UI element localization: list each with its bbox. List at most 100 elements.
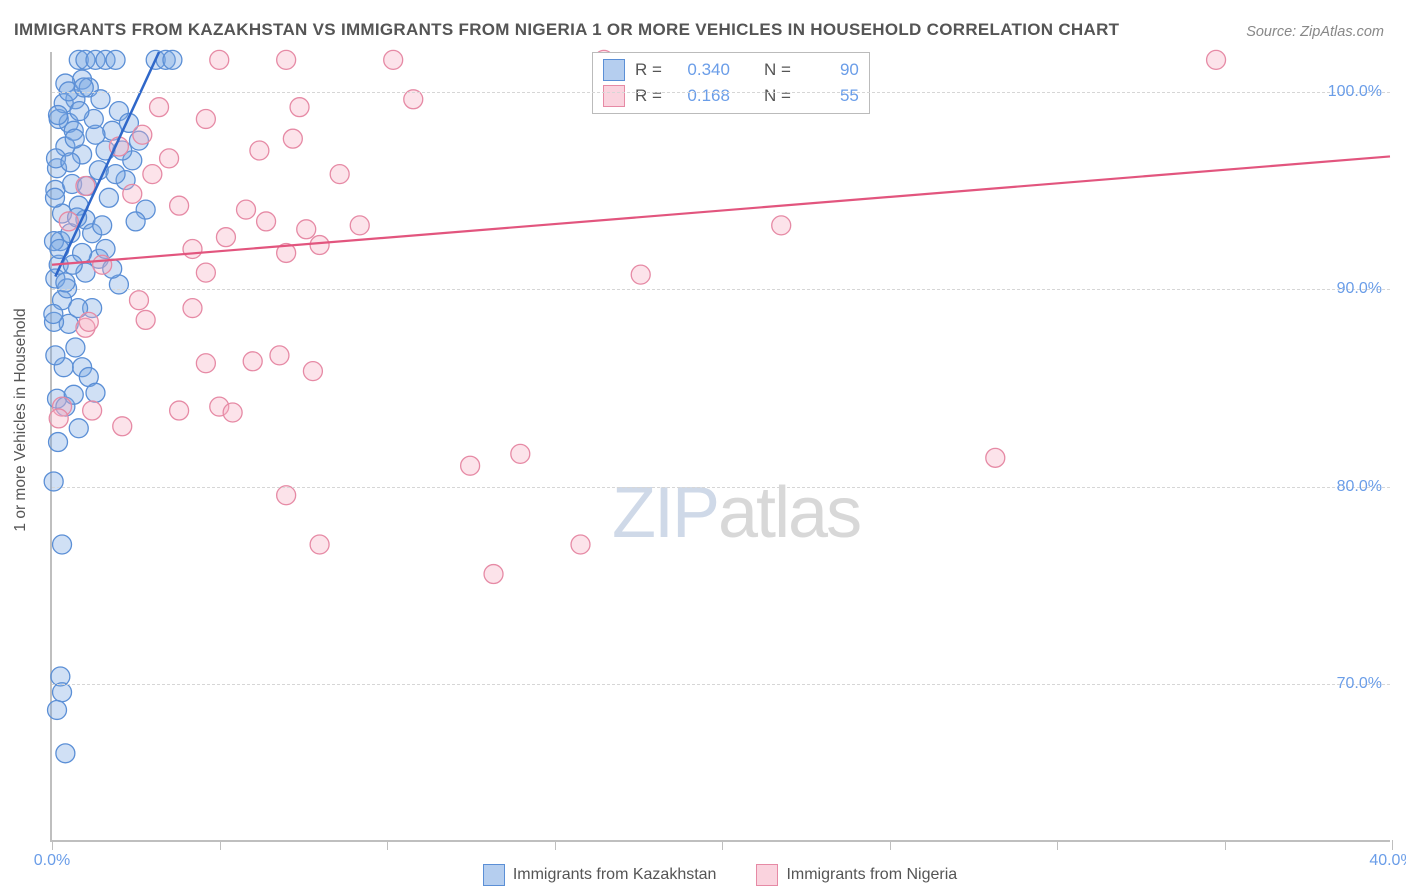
data-point [511, 444, 530, 463]
legend-label-nigeria: Immigrants from Nigeria [786, 866, 957, 884]
data-point [297, 220, 316, 239]
data-point [303, 362, 322, 381]
data-point [330, 165, 349, 184]
data-point [150, 98, 169, 117]
data-point [986, 448, 1005, 467]
legend-swatch-pink-icon [756, 864, 778, 886]
data-point [310, 535, 329, 554]
chart-title: IMMIGRANTS FROM KAZAKHSTAN VS IMMIGRANTS… [14, 20, 1119, 40]
x-tick [1225, 840, 1226, 850]
data-point [143, 165, 162, 184]
data-point [1207, 50, 1226, 69]
n-value-nigeria: 55 [801, 86, 859, 106]
data-point [126, 212, 145, 231]
data-point [310, 236, 329, 255]
swatch-kazakhstan-icon [603, 59, 625, 81]
data-point [69, 419, 88, 438]
gridline [52, 289, 1390, 290]
y-axis-title: 1 or more Vehicles in Household [12, 308, 30, 531]
data-point [290, 98, 309, 117]
r-value-kazakhstan: 0.340 [672, 60, 730, 80]
data-point [106, 50, 125, 69]
x-tick [722, 840, 723, 850]
data-point [277, 486, 296, 505]
data-point [93, 255, 112, 274]
data-point [49, 409, 68, 428]
data-point [170, 401, 189, 420]
plot-svg [52, 52, 1390, 840]
data-point [133, 125, 152, 144]
data-point [183, 240, 202, 259]
data-point [404, 90, 423, 109]
scatter-plot: ZIPatlas R = 0.340 N = 90 R = 0.168 N = … [50, 52, 1390, 842]
data-point [350, 216, 369, 235]
data-point [79, 312, 98, 331]
data-point [183, 299, 202, 318]
data-point [257, 212, 276, 231]
stats-row-kazakhstan: R = 0.340 N = 90 [601, 57, 861, 83]
data-point [384, 50, 403, 69]
data-point [243, 352, 262, 371]
x-tick [220, 840, 221, 850]
data-point [74, 78, 93, 97]
data-point [49, 106, 68, 125]
data-point [86, 383, 105, 402]
y-tick-label: 90.0% [1337, 280, 1382, 298]
x-tick [1392, 840, 1393, 850]
data-point [49, 433, 68, 452]
data-point [283, 129, 302, 148]
gridline [52, 487, 1390, 488]
gridline [52, 92, 1390, 93]
data-point [571, 535, 590, 554]
data-point [61, 153, 80, 172]
data-point [163, 50, 182, 69]
swatch-nigeria-icon [603, 85, 625, 107]
data-point [83, 401, 102, 420]
legend-bottom: Immigrants from Kazakhstan Immigrants fr… [50, 864, 1390, 886]
data-point [196, 263, 215, 282]
data-point [91, 90, 110, 109]
legend-item-kazakhstan: Immigrants from Kazakhstan [483, 864, 717, 886]
data-point [46, 346, 65, 365]
n-label-2: N = [764, 86, 791, 106]
data-point [99, 188, 118, 207]
legend-label-kazakhstan: Immigrants from Kazakhstan [513, 866, 717, 884]
data-point [63, 255, 82, 274]
data-point [93, 216, 112, 235]
data-point [631, 265, 650, 284]
data-point [66, 338, 85, 357]
x-tick [1057, 840, 1058, 850]
data-point [48, 701, 67, 720]
data-point [210, 50, 229, 69]
data-point [250, 141, 269, 160]
x-tick [52, 840, 53, 850]
data-point [65, 129, 84, 148]
data-point [70, 102, 89, 121]
data-point [53, 683, 72, 702]
r-label: R = [635, 60, 662, 80]
x-tick [890, 840, 891, 850]
n-value-kazakhstan: 90 [801, 60, 859, 80]
legend-swatch-blue-icon [483, 864, 505, 886]
data-point [46, 188, 65, 207]
stats-legend-box: R = 0.340 N = 90 R = 0.168 N = 55 [592, 52, 870, 114]
data-point [223, 403, 242, 422]
data-point [106, 165, 125, 184]
data-point [277, 50, 296, 69]
data-point [461, 456, 480, 475]
stats-row-nigeria: R = 0.168 N = 55 [601, 83, 861, 109]
y-tick-label: 70.0% [1337, 675, 1382, 693]
data-point [113, 417, 132, 436]
data-point [59, 212, 78, 231]
data-point [53, 535, 72, 554]
data-point [270, 346, 289, 365]
data-point [484, 565, 503, 584]
data-point [160, 149, 179, 168]
x-tick [387, 840, 388, 850]
data-point [129, 291, 148, 310]
data-point [170, 196, 189, 215]
data-point [123, 184, 142, 203]
data-point [237, 200, 256, 219]
data-point [216, 228, 235, 247]
data-point [196, 354, 215, 373]
